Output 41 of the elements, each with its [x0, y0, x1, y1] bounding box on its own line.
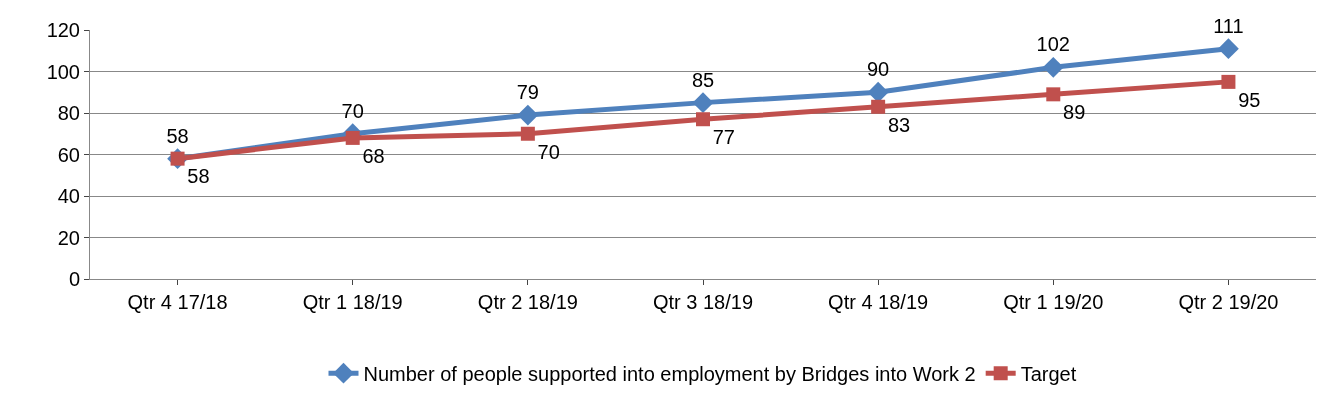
legend-label: Target: [1020, 363, 1077, 385]
data-label: 83: [887, 113, 911, 136]
x-tick-label: Qtr 4 17/18: [127, 291, 228, 313]
data-label: 95: [1238, 88, 1261, 111]
y-tick-label: 100: [46, 60, 80, 83]
data-label: 58: [187, 165, 210, 188]
data-label: 85: [691, 68, 715, 91]
y-tick-label: 20: [57, 226, 80, 249]
data-label: 79: [516, 81, 539, 104]
x-tick-label: Qtr 1 19/20: [1003, 291, 1104, 313]
y-tick-label: 40: [57, 185, 80, 207]
point: [1221, 74, 1236, 89]
point: [520, 126, 535, 141]
data-label: 58: [166, 124, 189, 147]
point: [1218, 38, 1239, 60]
data-label: 70: [537, 140, 560, 163]
y-tick-label: 80: [57, 102, 80, 124]
point: [867, 81, 889, 103]
point: [345, 130, 360, 145]
legend-label: Number of people supported into employment by Bridges into Work 2: [363, 363, 976, 385]
data-label: 89: [1063, 101, 1086, 124]
x-tick-label: Qtr 2 19/20: [1178, 291, 1279, 313]
point: [871, 99, 886, 114]
x-tick-label: Qtr 3 18/19: [652, 291, 754, 313]
y-tick-label: 120: [46, 19, 80, 41]
data-label: 70: [341, 99, 364, 122]
x-tick-label: Qtr 2 18/19: [477, 291, 578, 313]
data-label: 102: [1036, 33, 1070, 56]
point: [1046, 87, 1061, 102]
data-label: 90: [867, 58, 890, 81]
data-label: 77: [712, 125, 735, 148]
y-tick-label: 60: [57, 143, 80, 166]
x-tick-label: Qtr 1 18/19: [302, 291, 403, 313]
point: [692, 92, 714, 114]
y-tick-label: 0: [68, 268, 80, 290]
point: [1042, 56, 1064, 78]
data-label: 68: [362, 144, 385, 167]
data-label: 111: [1213, 14, 1244, 37]
point: [517, 104, 539, 126]
x-tick-label: Qtr 4 18/19: [828, 291, 929, 313]
point: [696, 112, 710, 127]
